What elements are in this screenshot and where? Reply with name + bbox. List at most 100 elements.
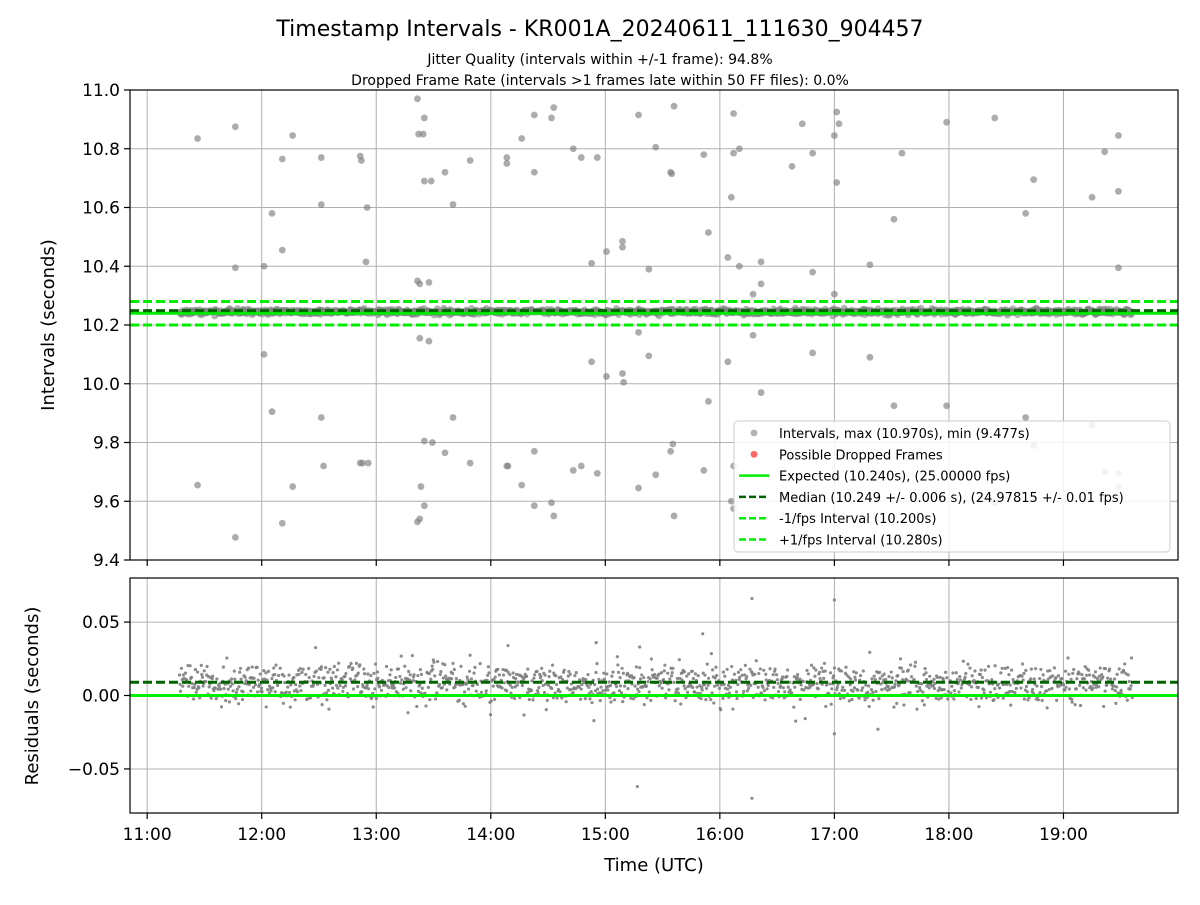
data-point bbox=[655, 676, 659, 680]
data-point bbox=[895, 701, 899, 705]
data-point bbox=[970, 674, 974, 678]
data-point bbox=[443, 663, 447, 667]
data-point bbox=[763, 698, 767, 702]
data-point bbox=[909, 675, 914, 679]
data-point bbox=[764, 678, 768, 682]
data-point bbox=[515, 672, 519, 676]
data-point bbox=[459, 664, 463, 668]
data-point bbox=[838, 696, 843, 701]
data-point bbox=[915, 707, 919, 711]
data-point bbox=[501, 673, 506, 677]
data-point-outlier bbox=[1115, 264, 1122, 272]
data-point bbox=[299, 689, 303, 693]
data-point bbox=[466, 687, 471, 691]
data-point bbox=[516, 680, 521, 684]
data-point bbox=[304, 672, 308, 677]
data-point-outlier bbox=[518, 135, 526, 142]
data-point bbox=[967, 682, 971, 687]
data-point-outlier bbox=[876, 727, 880, 731]
data-point bbox=[887, 687, 892, 692]
data-point-outlier bbox=[700, 467, 708, 474]
data-point bbox=[1063, 669, 1068, 673]
data-point-outlier bbox=[416, 515, 424, 523]
data-point bbox=[522, 713, 526, 717]
data-point bbox=[224, 698, 228, 703]
data-point-outlier bbox=[194, 481, 201, 489]
data-point bbox=[964, 671, 968, 676]
data-point bbox=[758, 667, 762, 671]
data-point bbox=[509, 691, 513, 695]
data-point bbox=[725, 667, 729, 671]
data-point-outlier bbox=[425, 279, 433, 286]
data-point bbox=[520, 683, 525, 688]
data-point bbox=[1025, 690, 1029, 694]
data-point bbox=[822, 676, 826, 680]
data-point bbox=[933, 681, 937, 685]
data-point bbox=[433, 674, 437, 678]
data-point-outlier bbox=[530, 168, 538, 176]
data-point bbox=[432, 660, 436, 664]
data-point bbox=[293, 698, 297, 702]
data-point bbox=[775, 678, 779, 682]
data-point bbox=[328, 667, 332, 671]
data-point bbox=[798, 697, 802, 702]
data-point bbox=[1024, 668, 1028, 672]
data-point bbox=[471, 684, 475, 688]
data-point bbox=[1094, 685, 1098, 689]
data-point-outlier bbox=[268, 408, 276, 416]
data-point-outlier bbox=[1115, 187, 1122, 195]
legend-label: Expected (10.240s), (25.00000 fps) bbox=[779, 470, 1010, 485]
data-point bbox=[605, 672, 609, 676]
data-point bbox=[952, 689, 956, 693]
data-point bbox=[913, 660, 918, 664]
data-point bbox=[1060, 677, 1064, 681]
data-point bbox=[410, 654, 414, 658]
data-point bbox=[873, 678, 877, 682]
data-point bbox=[598, 698, 602, 703]
x-tick-label: 15:00 bbox=[581, 825, 630, 845]
data-point-outlier bbox=[577, 462, 585, 470]
data-point-outlier bbox=[730, 149, 737, 157]
data-point bbox=[511, 671, 515, 675]
data-point bbox=[228, 684, 233, 688]
data-point bbox=[700, 688, 704, 692]
data-point bbox=[990, 678, 994, 682]
data-point bbox=[824, 683, 829, 687]
bottom-plot-points bbox=[177, 596, 1134, 800]
data-point-outlier bbox=[727, 497, 735, 505]
data-point bbox=[699, 697, 703, 701]
data-point bbox=[616, 670, 621, 674]
data-point bbox=[993, 664, 997, 668]
data-point bbox=[358, 663, 362, 667]
data-point bbox=[949, 691, 953, 695]
data-point-outlier bbox=[594, 641, 598, 645]
data-point bbox=[590, 701, 594, 705]
data-point bbox=[287, 690, 292, 695]
data-point bbox=[756, 685, 760, 689]
data-point bbox=[1041, 673, 1045, 677]
data-point bbox=[243, 675, 247, 679]
data-point bbox=[1009, 668, 1014, 672]
data-point-outlier bbox=[669, 440, 677, 448]
data-point bbox=[650, 668, 654, 672]
data-point bbox=[727, 691, 732, 695]
data-point bbox=[607, 680, 611, 684]
data-point-outlier bbox=[417, 483, 425, 490]
data-point bbox=[1091, 686, 1095, 690]
data-point bbox=[695, 685, 699, 689]
data-point bbox=[728, 685, 733, 689]
data-point bbox=[764, 672, 768, 676]
data-point bbox=[896, 673, 900, 678]
data-point bbox=[1038, 676, 1042, 681]
data-point bbox=[802, 688, 806, 692]
data-point bbox=[993, 687, 997, 691]
data-point bbox=[334, 683, 339, 687]
data-point bbox=[239, 677, 243, 681]
data-point bbox=[970, 685, 974, 689]
data-point-outlier bbox=[289, 132, 297, 139]
data-point bbox=[712, 701, 716, 705]
data-point bbox=[530, 679, 534, 683]
data-point bbox=[845, 673, 849, 677]
data-point bbox=[889, 670, 893, 674]
data-point bbox=[730, 664, 734, 669]
